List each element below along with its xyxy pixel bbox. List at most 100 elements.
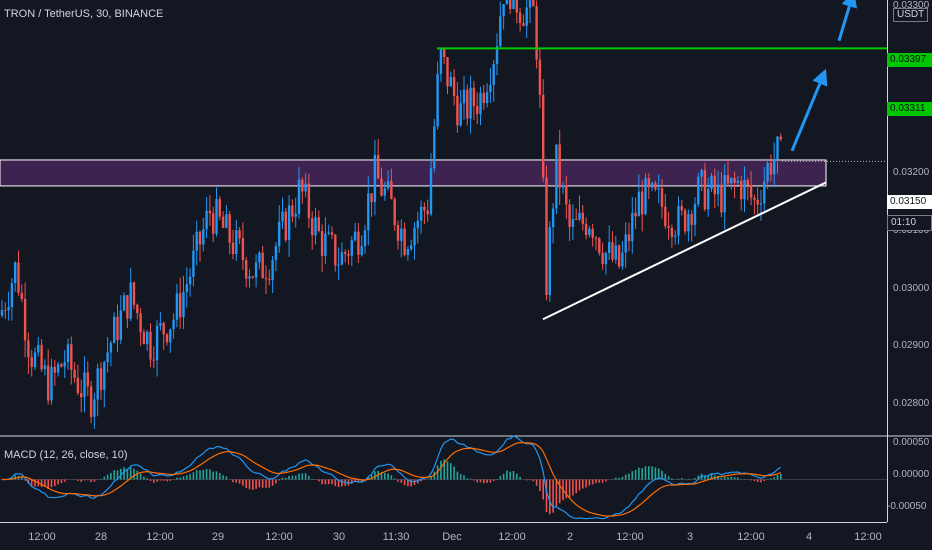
candle-body — [370, 193, 373, 203]
candle-body — [314, 217, 317, 236]
candle-body — [591, 228, 594, 238]
candle-body — [380, 178, 383, 196]
candle-body — [304, 183, 307, 192]
candle-body — [766, 162, 769, 182]
candle-body — [360, 246, 363, 255]
candle-body — [47, 365, 50, 401]
candle-body — [459, 103, 462, 126]
candle-body — [50, 366, 53, 401]
candle-body — [670, 227, 674, 237]
candle-body — [581, 212, 584, 224]
candle-body — [683, 210, 687, 232]
candle-body — [155, 325, 159, 361]
candle-body — [499, 16, 502, 47]
candle-body — [129, 282, 132, 319]
candle-body — [231, 242, 235, 255]
candle-body — [165, 334, 169, 343]
candle-body — [162, 322, 165, 335]
candle-body — [495, 46, 499, 64]
candle-body — [317, 217, 320, 231]
candle-body — [476, 106, 479, 115]
candle-body — [89, 386, 93, 417]
candle-body — [657, 188, 660, 190]
candle-body — [469, 87, 472, 119]
candle-body — [7, 307, 10, 311]
candle-body — [759, 203, 763, 205]
candle-body — [703, 170, 707, 210]
time-tick: 12:00 — [854, 531, 882, 543]
candle-body — [93, 399, 96, 417]
candle-body — [713, 175, 716, 195]
upper-target-tag: 0.03397 — [887, 53, 932, 67]
candle-body — [604, 252, 608, 265]
candle-body — [525, 7, 528, 26]
candle-body — [660, 188, 664, 207]
candle-body — [466, 89, 469, 119]
candle-body — [241, 238, 245, 261]
candle-body — [53, 366, 56, 373]
ascending-trendline — [542, 181, 827, 321]
candle-body — [383, 188, 386, 196]
candle-body — [198, 231, 202, 245]
candle-body — [588, 228, 591, 236]
candle-body — [736, 180, 740, 183]
candle-body — [344, 252, 347, 254]
candle-body — [568, 204, 571, 227]
candle-body — [56, 364, 60, 373]
candle-body — [505, 0, 509, 5]
candle-body — [687, 214, 690, 232]
candle-body — [598, 238, 601, 253]
candle-body — [363, 230, 367, 247]
candle-body — [561, 185, 565, 188]
candle-body — [700, 170, 703, 177]
candle-body — [608, 242, 611, 253]
time-tick: 2 — [566, 531, 574, 543]
candle-body — [779, 136, 782, 140]
candle-body — [149, 331, 152, 360]
candle-body — [746, 179, 749, 186]
candle-body — [235, 230, 238, 255]
candle-body — [43, 365, 47, 370]
candle-body — [462, 89, 466, 104]
candle-body — [347, 253, 350, 256]
projection-arrow-shaft — [837, 5, 851, 42]
candle-body — [126, 295, 129, 319]
resistance-zone — [0, 159, 827, 187]
candle-body — [122, 295, 126, 311]
candle-body — [106, 352, 109, 363]
candle-body — [707, 188, 710, 210]
candle-body — [311, 218, 314, 236]
candle-body — [66, 344, 70, 363]
candle-body — [386, 181, 390, 189]
candle-body — [334, 234, 337, 266]
candle-body — [169, 329, 172, 343]
candle-body — [429, 168, 433, 215]
candle-body — [14, 262, 17, 283]
candle-body — [743, 179, 746, 200]
candle-body — [353, 231, 357, 241]
time-tick: 12:00 — [737, 531, 765, 543]
candle-body — [634, 212, 637, 217]
price-tick: 0.02800 — [893, 398, 930, 409]
candle-body — [571, 218, 575, 227]
candle-body — [621, 252, 624, 267]
currency-badge[interactable]: USDT — [893, 8, 929, 22]
candle-body — [740, 180, 743, 200]
candle-body — [320, 230, 324, 256]
candle-body — [301, 179, 304, 192]
candle-body — [228, 214, 231, 243]
bar-countdown-tag: 01:10 — [887, 215, 932, 231]
candle-body — [307, 183, 311, 219]
macd-tick: 0.00050 — [893, 437, 930, 448]
candle-body — [132, 282, 136, 305]
candle-body — [4, 309, 7, 311]
time-tick: 28 — [94, 531, 108, 543]
candle-body — [538, 59, 542, 95]
candle-body — [565, 185, 568, 205]
candle-body — [773, 158, 776, 175]
candle-body — [677, 206, 680, 236]
candle-body — [776, 136, 779, 159]
candle-body — [433, 126, 436, 169]
candle-body — [624, 234, 627, 253]
